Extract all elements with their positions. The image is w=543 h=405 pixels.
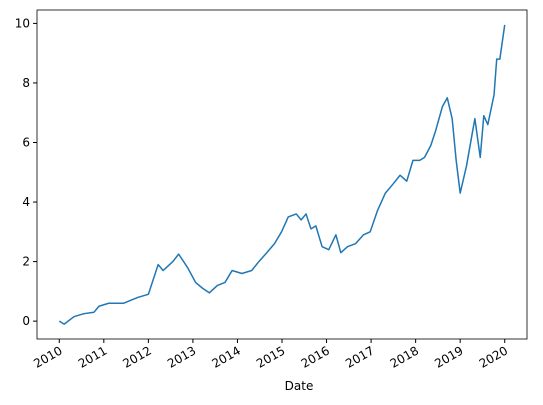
x-tick-label: 2011 (76, 343, 109, 370)
y-tick-label: 0 (22, 314, 30, 328)
x-tick-label: 2014 (210, 343, 243, 370)
y-tick-label: 6 (22, 135, 30, 149)
x-axis-label: Date (285, 379, 314, 393)
y-tick-label: 4 (22, 195, 30, 209)
y-tick-label: 8 (22, 76, 30, 90)
x-tick-label: 2018 (388, 343, 421, 370)
x-tick-label: 2020 (477, 343, 510, 370)
x-tick-label: 2016 (299, 343, 332, 370)
x-tick-label: 2010 (31, 343, 64, 370)
line (58, 24, 506, 325)
x-tick-label: 2017 (343, 343, 376, 370)
y-tick-label: 2 (22, 255, 30, 269)
x-tick-label: 2019 (432, 343, 465, 370)
plot-frame (36, 9, 528, 340)
x-tick-label: 2013 (165, 343, 198, 370)
x-tick-label: 2015 (254, 343, 287, 370)
y-tick-label: 10 (15, 16, 30, 30)
x-tick-label: 2012 (120, 343, 153, 370)
